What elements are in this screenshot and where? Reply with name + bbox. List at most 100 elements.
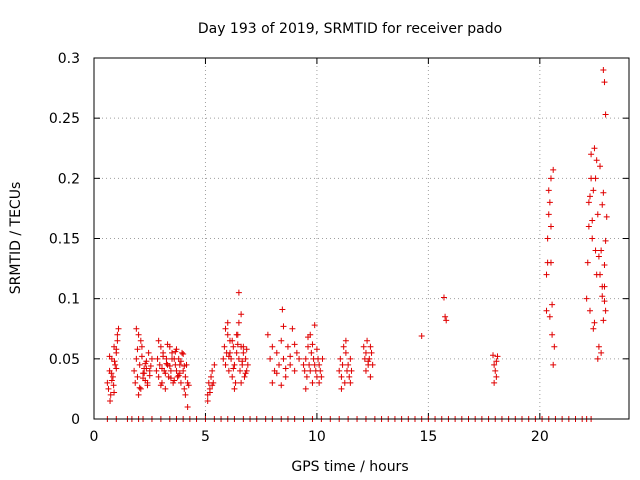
data-point (338, 385, 345, 392)
data-point (302, 385, 309, 392)
data-point (182, 373, 189, 380)
data-point (342, 349, 349, 356)
data-point (133, 325, 140, 332)
data-point (494, 353, 501, 360)
data-point (105, 385, 112, 392)
data-point (144, 379, 151, 386)
data-point (338, 373, 345, 380)
data-point (164, 341, 171, 348)
data-point (600, 189, 607, 196)
x-tick-label: 0 (90, 429, 99, 445)
data-point (600, 317, 607, 324)
data-point (345, 361, 352, 368)
data-point (278, 337, 285, 344)
data-point (153, 367, 160, 374)
data-point (243, 346, 250, 353)
data-point (135, 391, 142, 398)
data-point (289, 325, 296, 332)
data-point (293, 349, 300, 356)
data-point (115, 325, 122, 332)
data-point (599, 201, 606, 208)
data-point (336, 367, 343, 374)
data-point (132, 379, 139, 386)
data-point (549, 331, 556, 338)
data-point (549, 301, 556, 308)
data-point (235, 319, 242, 326)
data-point (588, 151, 595, 158)
data-point (543, 307, 550, 314)
data-point (264, 331, 271, 338)
data-point (233, 331, 240, 338)
data-point (137, 337, 144, 344)
data-point (136, 361, 143, 368)
data-point (600, 67, 607, 74)
data-point (112, 361, 119, 368)
data-point (585, 199, 592, 206)
data-point (231, 385, 238, 392)
data-point (158, 365, 165, 372)
data-point (309, 379, 316, 386)
data-point (273, 349, 280, 356)
data-point (224, 319, 231, 326)
data-point (241, 373, 248, 380)
data-point (287, 353, 294, 360)
data-point (550, 361, 557, 368)
data-point (367, 343, 374, 350)
data-point (143, 365, 150, 372)
data-point (599, 293, 606, 300)
data-point (347, 379, 354, 386)
data-point (177, 379, 184, 386)
data-point (134, 373, 141, 380)
data-point (179, 349, 186, 356)
data-point (238, 379, 245, 386)
x-tick-label: 5 (201, 429, 210, 445)
data-point (544, 235, 551, 242)
data-point (113, 346, 120, 353)
data-point (547, 223, 554, 230)
data-point (221, 343, 228, 350)
y-axis-label: SRMTID / TECUs (8, 182, 24, 295)
data-point (369, 361, 376, 368)
data-point (601, 283, 608, 290)
data-point (493, 373, 500, 380)
data-point (110, 382, 117, 389)
data-point (547, 175, 554, 182)
data-point (282, 373, 289, 380)
data-point (109, 373, 116, 380)
data-point (134, 346, 141, 353)
data-point (490, 352, 497, 359)
data-point (305, 334, 311, 341)
data-point (107, 397, 114, 404)
data-point (319, 355, 326, 362)
data-point (155, 373, 162, 380)
data-point (360, 343, 367, 350)
data-point (550, 166, 557, 173)
data-point (111, 358, 118, 365)
data-point (167, 375, 174, 382)
data-point (543, 271, 550, 278)
data-point (174, 373, 181, 380)
data-point (595, 253, 602, 260)
data-point (230, 343, 237, 350)
data-point (337, 355, 344, 362)
data-point (545, 211, 552, 218)
data-point (313, 346, 320, 353)
data-point (156, 361, 163, 368)
data-point (138, 343, 145, 350)
data-point (601, 79, 608, 86)
data-point (591, 319, 598, 326)
plot-frame (93, 57, 630, 420)
data-point (204, 397, 211, 404)
data-point (136, 384, 143, 391)
data-point (300, 361, 307, 368)
data-point (224, 331, 231, 338)
data-point (269, 343, 276, 350)
data-point (209, 367, 216, 374)
data-point (233, 349, 240, 356)
data-point (302, 355, 309, 362)
data-point (309, 341, 316, 348)
data-point (588, 175, 595, 182)
data-point (162, 385, 169, 392)
y-tick-label: 0.2 (58, 171, 80, 187)
data-point (282, 365, 289, 372)
